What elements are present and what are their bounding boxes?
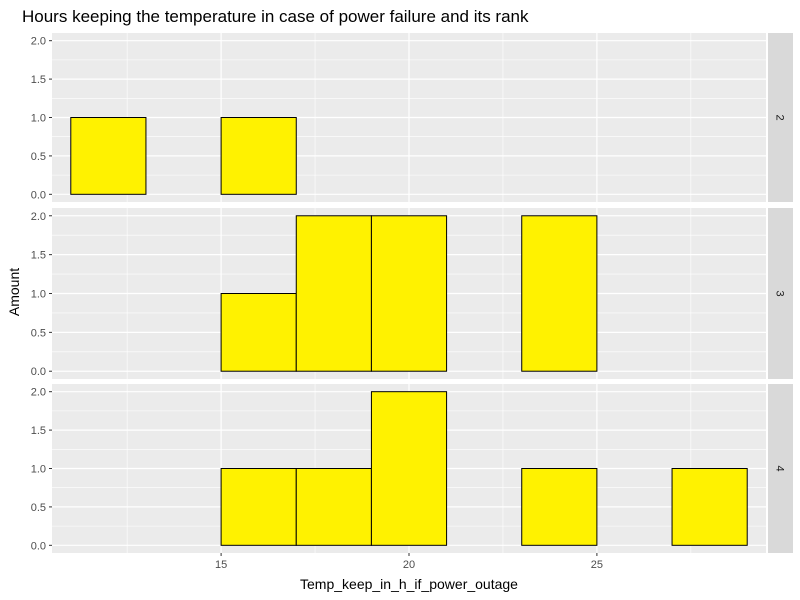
histogram-bar <box>370 391 448 546</box>
histogram-bar <box>671 468 748 546</box>
y-tick-label: 1.0 <box>31 464 46 476</box>
histogram-bar <box>370 215 448 372</box>
facet-panel-3: 0.0 0.5 1.0 1.5 2.0 3 <box>31 208 793 379</box>
y-tick-label: 0.0 <box>31 189 46 201</box>
chart-title: Hours keeping the temperature in case of… <box>22 7 529 26</box>
facet-panel-4: 0.0 0.5 1.0 1.5 2.0 4 <box>31 384 793 553</box>
histogram-bar <box>295 468 372 546</box>
histogram-bar <box>220 293 297 372</box>
histogram-bar <box>521 215 598 372</box>
histogram-bar <box>220 468 297 546</box>
y-axis-label: Amount <box>6 268 22 316</box>
y-tick-label: 0.5 <box>31 151 46 163</box>
histogram-bar <box>521 468 598 546</box>
y-tick-label: 1.0 <box>31 113 46 125</box>
facet-strip-label: 3 <box>774 290 786 296</box>
y-tick-label: 2.0 <box>31 36 46 48</box>
y-tick-label: 1.5 <box>31 74 46 86</box>
x-tick-label: 20 <box>403 559 415 571</box>
facet-strip <box>768 33 793 202</box>
y-tick-label: 0.0 <box>31 540 46 552</box>
facet-strip <box>768 208 793 379</box>
histogram-bar <box>295 215 372 372</box>
facet-panels: 0.0 0.5 1.0 1.5 2.0 2 0.0 0.5 1.0 1.5 2.0 3 0.0 0.5 1.… <box>31 33 793 553</box>
facet-panel-2: 0.0 0.5 1.0 1.5 2.0 2 <box>31 33 793 202</box>
y-tick-label: 0.5 <box>31 502 46 514</box>
x-tick-label: 15 <box>215 559 227 571</box>
x-axis-label: Temp_keep_in_h_if_power_outage <box>300 576 518 592</box>
facet-strip-label: 2 <box>774 114 786 120</box>
x-tick-label: 25 <box>591 559 603 571</box>
facet-strip-label: 4 <box>774 465 786 471</box>
y-tick-label: 1.5 <box>31 250 46 262</box>
x-axis-ticks: 15 20 25 <box>215 553 603 571</box>
facet-strip <box>768 384 793 553</box>
y-tick-label: 2.0 <box>31 387 46 399</box>
histogram-bar <box>70 117 147 195</box>
y-tick-label: 1.0 <box>31 289 46 301</box>
y-tick-label: 2.0 <box>31 211 46 223</box>
y-tick-label: 1.5 <box>31 425 46 437</box>
histogram-bar <box>220 117 297 195</box>
y-tick-label: 0.5 <box>31 327 46 339</box>
y-tick-label: 0.0 <box>31 366 46 378</box>
